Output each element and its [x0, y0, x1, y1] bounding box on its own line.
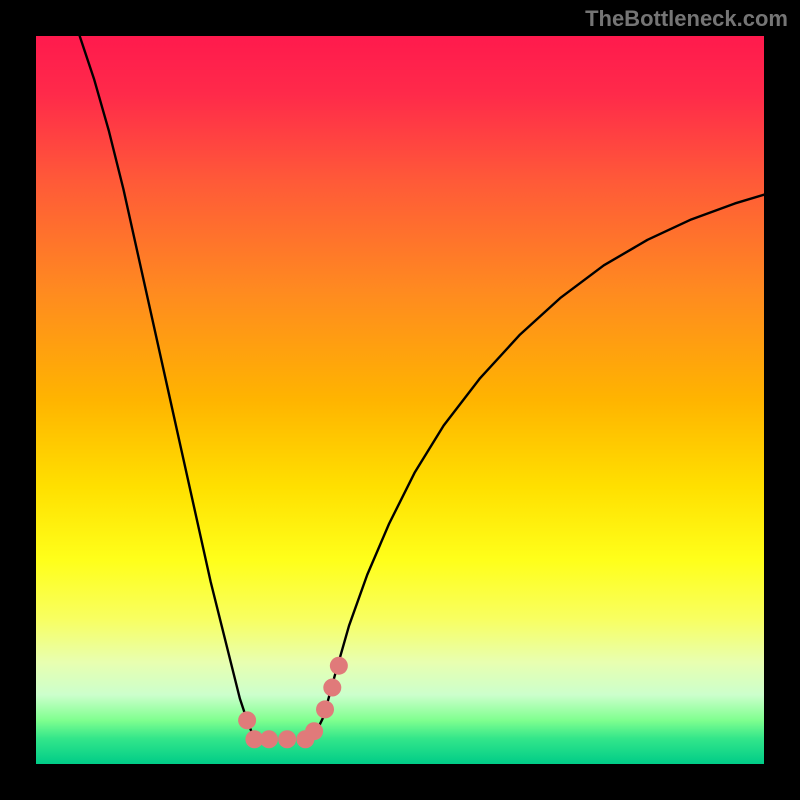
right-curve — [313, 195, 764, 740]
watermark-text: TheBottleneck.com — [585, 6, 788, 32]
bottleneck-marker — [323, 679, 341, 697]
bottleneck-marker — [278, 730, 296, 748]
bottleneck-marker — [260, 730, 278, 748]
bottleneck-marker — [316, 700, 334, 718]
bottleneck-marker — [330, 657, 348, 675]
plot-area — [36, 36, 764, 764]
left-curve — [80, 36, 255, 739]
bottleneck-marker — [238, 711, 256, 729]
chart-overlay — [36, 36, 764, 764]
bottleneck-marker — [305, 722, 323, 740]
